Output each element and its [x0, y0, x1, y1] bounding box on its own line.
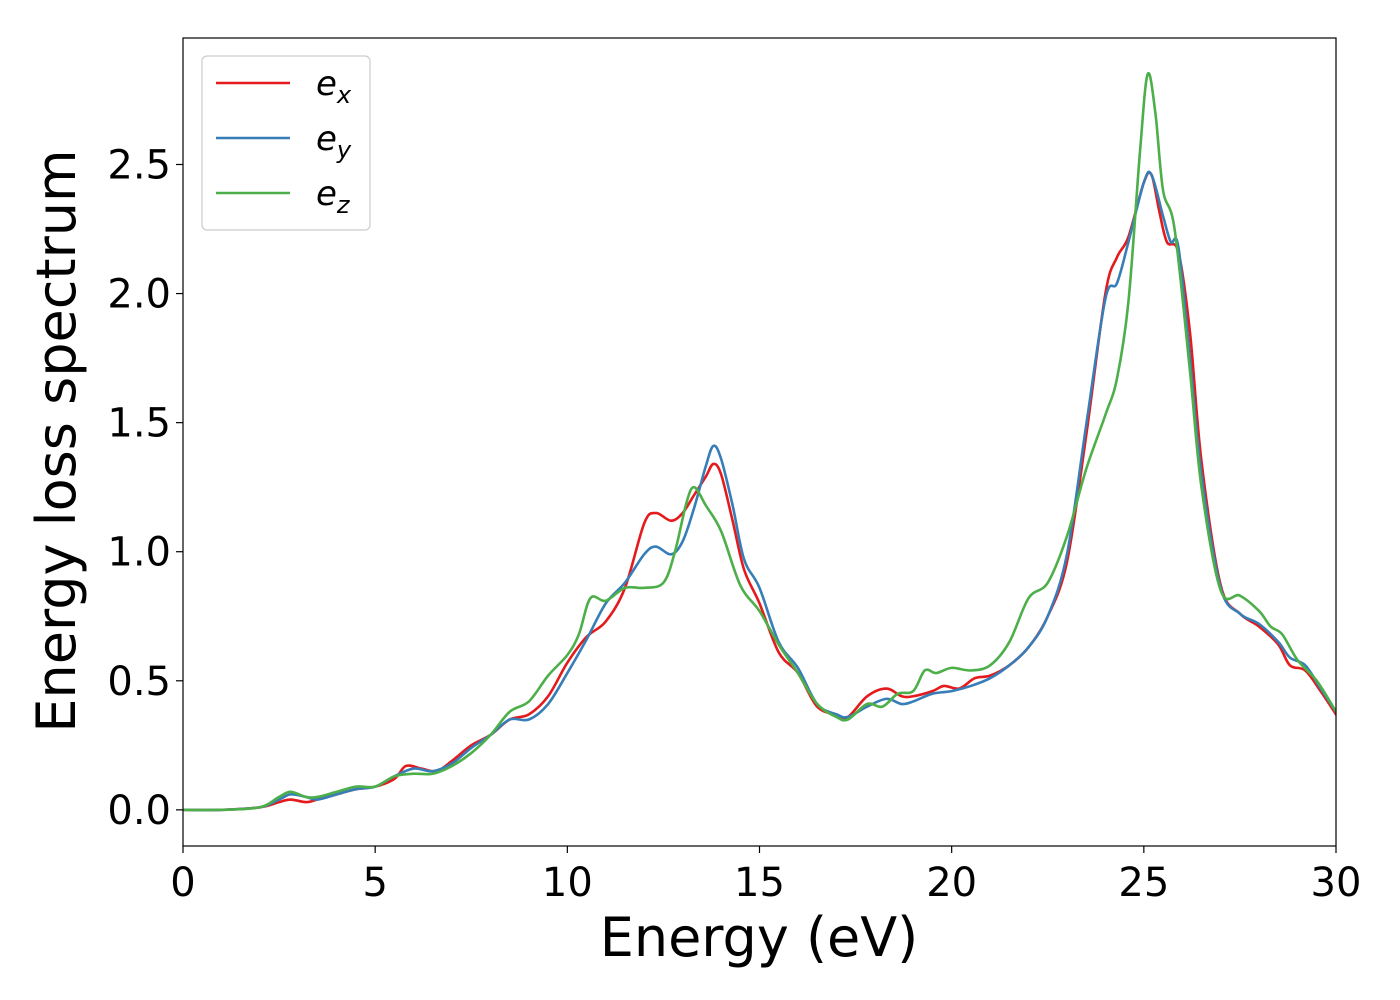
x-tick-label: 15	[734, 860, 785, 906]
legend-label-x: ex	[316, 64, 352, 109]
y-tick-label: 1.0	[107, 530, 171, 576]
legend: ex ey ez	[201, 55, 371, 231]
legend-box	[201, 55, 371, 231]
x-tick-label: 5	[362, 860, 387, 906]
series-line-y	[183, 170, 1336, 812]
axes: 0 5 10 15 20 25 30 0.0 0.5 1.0 1.5 2.0 2.5	[107, 37, 1362, 906]
x-tick-label: 10	[542, 860, 593, 906]
y-tick-label: 1.5	[107, 401, 171, 447]
x-axis-title: Energy (eV)	[600, 906, 919, 969]
x-tick-label: 20	[926, 860, 977, 906]
x-tick-label: 30	[1311, 860, 1362, 906]
y-tick-label: 0.5	[107, 659, 171, 705]
y-tick-label: 0.0	[107, 788, 171, 834]
x-tick-label: 25	[1118, 860, 1169, 906]
series-line-z	[183, 71, 1336, 812]
y-axis-title: Energy loss spectrum	[25, 149, 88, 732]
x-tick-label: 0	[170, 860, 195, 906]
y-tick-label: 2.5	[107, 142, 171, 188]
y-tick-label: 2.0	[107, 272, 171, 318]
legend-label-y: ey	[316, 119, 352, 164]
plot-area	[183, 71, 1336, 812]
legend-label-z: ez	[316, 174, 351, 219]
